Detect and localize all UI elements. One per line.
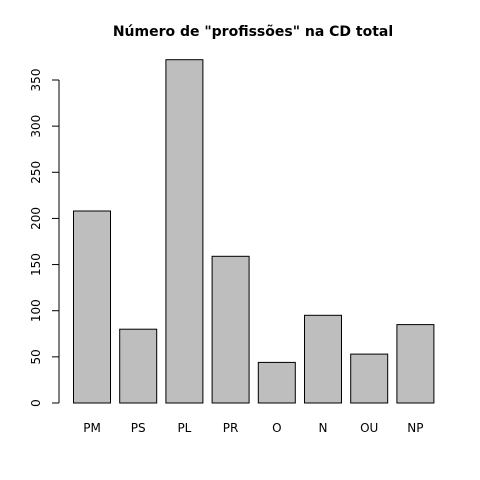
- x-tick-label: N: [319, 421, 328, 435]
- x-tick-label: PS: [131, 421, 146, 435]
- x-tick-label: PL: [177, 421, 191, 435]
- y-tick-label: 100: [29, 299, 43, 322]
- y-axis: 0 50 100 150 200 250 300 350: [29, 69, 60, 407]
- bar-ps: [119, 328, 158, 404]
- y-tick-label: 200: [29, 207, 43, 230]
- y-tick-label: 350: [29, 69, 43, 92]
- bar-pm: [73, 210, 111, 404]
- bar-pl: [165, 59, 204, 404]
- x-tick-label: PR: [223, 421, 239, 435]
- y-tick-label: 300: [29, 115, 43, 138]
- x-tick-label: OU: [360, 421, 378, 435]
- x-axis-labels: PM PS PL PR O N OU NP: [83, 421, 423, 435]
- y-tick-label: 150: [29, 253, 43, 276]
- x-tick-label: NP: [407, 421, 423, 435]
- bar-ou: [350, 353, 389, 404]
- bar-pr: [211, 255, 250, 404]
- bar-np: [396, 324, 435, 404]
- y-tick-label: 0: [29, 399, 43, 407]
- bars-group: [73, 59, 435, 404]
- y-tick-label: 250: [29, 161, 43, 184]
- bar-o: [257, 361, 296, 404]
- bar-n: [304, 314, 342, 404]
- y-tick-label: 50: [29, 349, 43, 364]
- x-tick-label: PM: [83, 421, 101, 435]
- x-tick-label: O: [272, 421, 281, 435]
- chart-title: Número de "profissões" na CD total: [113, 24, 393, 40]
